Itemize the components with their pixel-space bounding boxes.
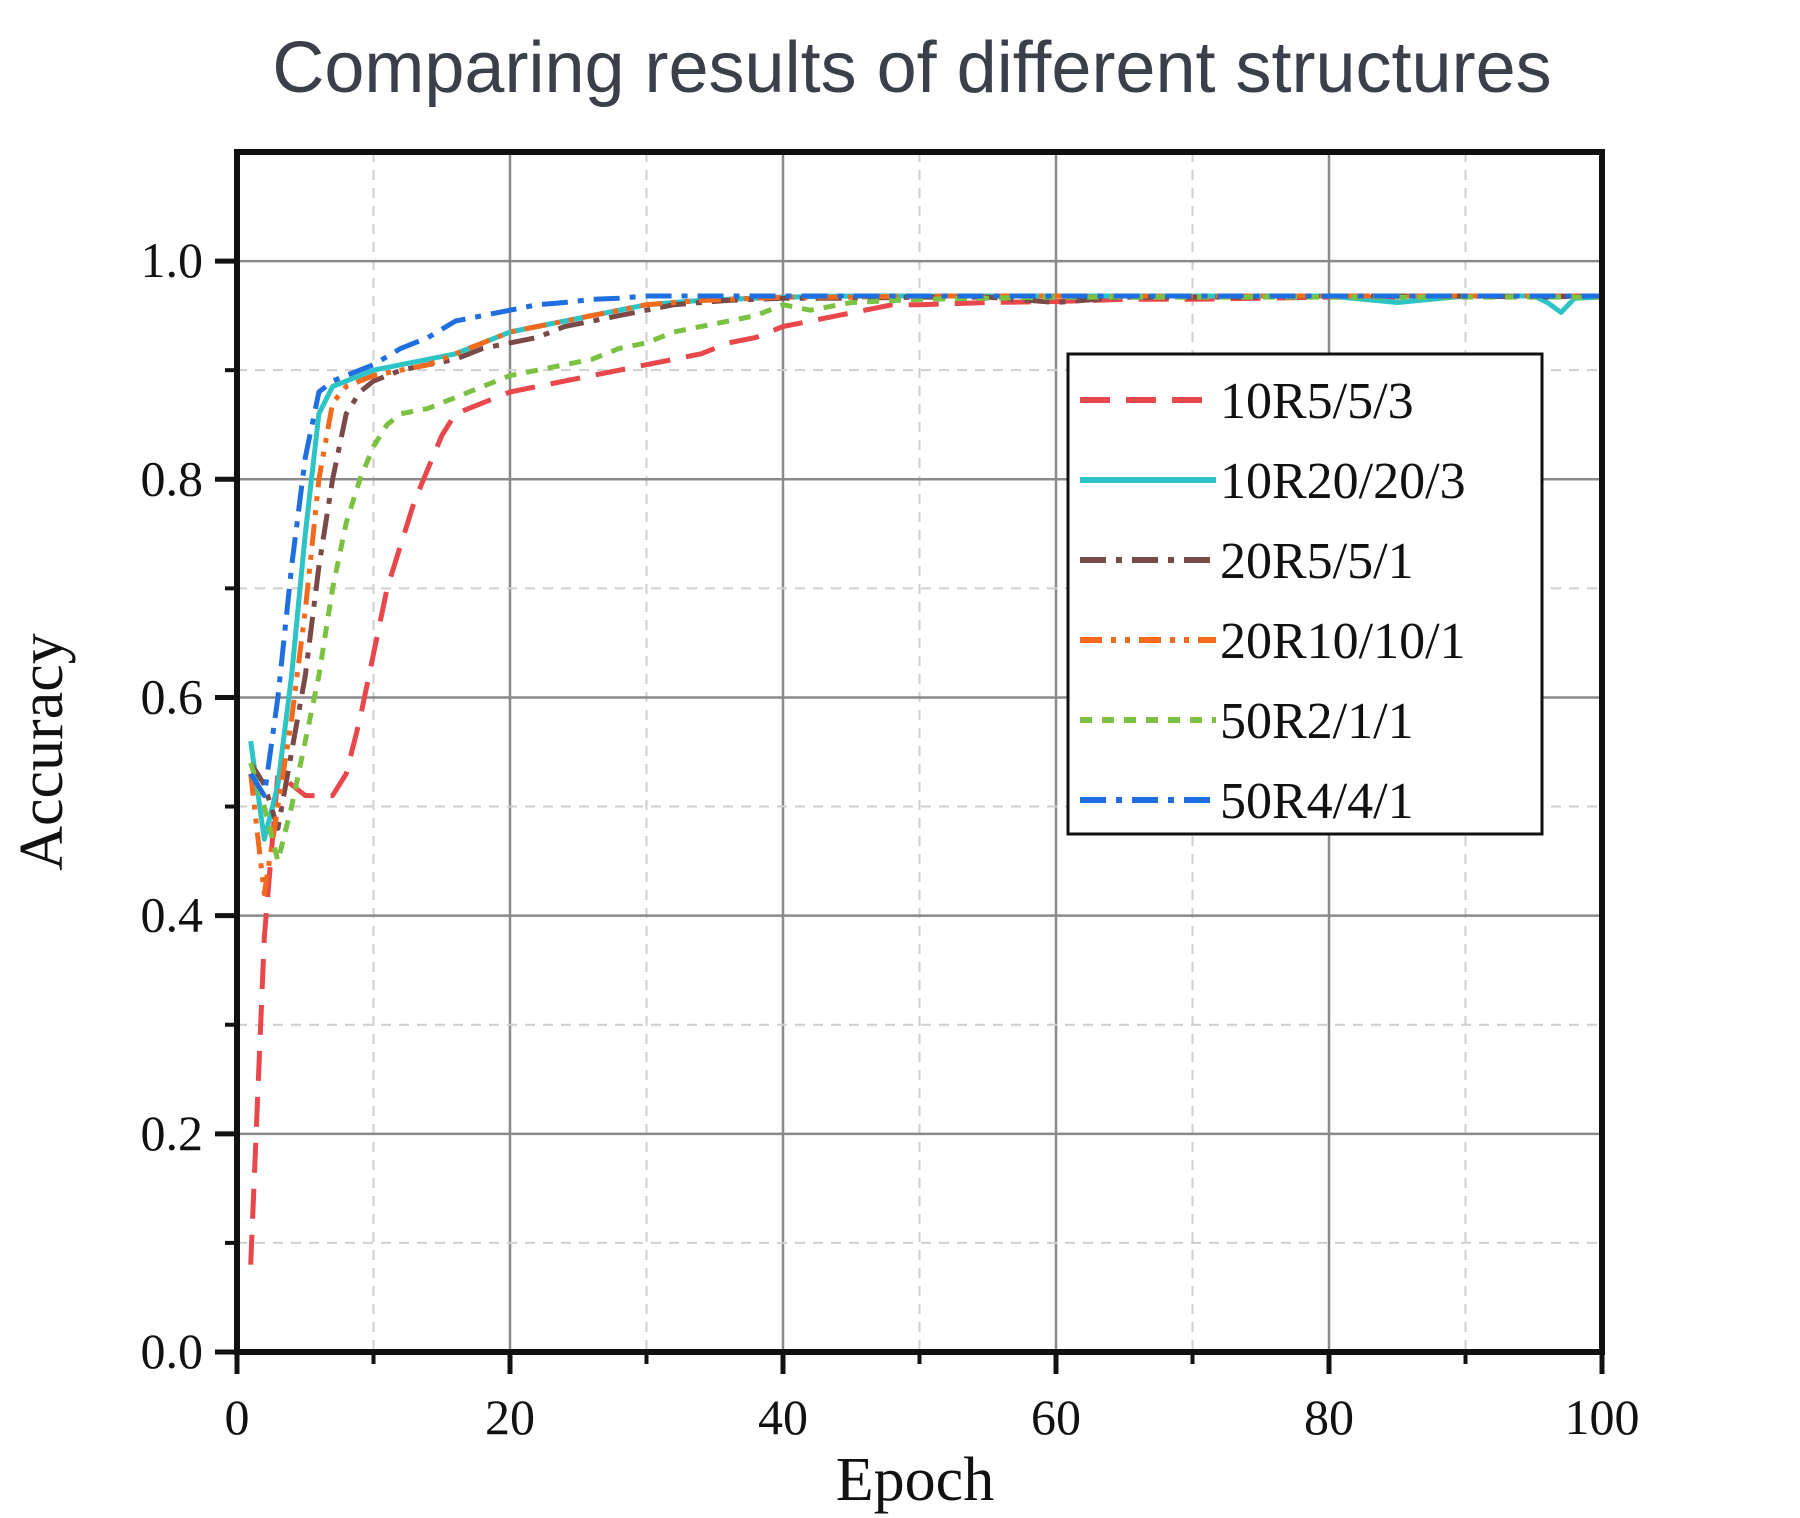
legend-label: 10R20/20/3 bbox=[1220, 453, 1466, 510]
x-tick-label: 40 bbox=[758, 1389, 808, 1445]
x-tick-label: 100 bbox=[1565, 1389, 1640, 1445]
legend-label: 20R10/10/1 bbox=[1220, 613, 1466, 670]
series-line bbox=[248, 293, 1602, 799]
chart-title: Comparing results of different structure… bbox=[272, 28, 1551, 108]
series-line bbox=[248, 294, 1602, 864]
x-tick-label: 60 bbox=[1031, 1389, 1081, 1445]
y-tick-label: 1.0 bbox=[141, 232, 204, 288]
legend-label: 50R4/4/1 bbox=[1220, 773, 1414, 830]
legend-label: 10R5/5/3 bbox=[1220, 373, 1414, 430]
y-axis-label: Accuracy bbox=[8, 633, 76, 871]
x-tick-label: 80 bbox=[1304, 1389, 1354, 1445]
y-tick-label: 0.2 bbox=[141, 1105, 204, 1161]
y-tick-label: 0.8 bbox=[141, 450, 204, 506]
axis-ticks: 0 20 40 60 80 100 0.0 0.2 0.4 0.6 0.8 1.0 bbox=[141, 232, 1640, 1445]
x-tick-label: 20 bbox=[485, 1389, 535, 1445]
y-tick-label: 0.0 bbox=[141, 1323, 204, 1379]
series-line bbox=[248, 293, 1602, 1265]
x-tick-label: 0 bbox=[225, 1389, 250, 1445]
legend-label: 50R2/1/1 bbox=[1220, 693, 1414, 750]
plot-series bbox=[248, 293, 1603, 1265]
legend: 10R5/5/3 10R20/20/3 20R5/5/1 20R10/10/1 50R2… bbox=[1066, 352, 1544, 836]
y-tick-label: 0.6 bbox=[141, 668, 204, 724]
legend-box bbox=[1066, 352, 1544, 836]
legend-label: 20R5/5/1 bbox=[1220, 533, 1414, 590]
x-axis-label: Epoch bbox=[836, 1446, 994, 1514]
y-tick-label: 0.4 bbox=[141, 887, 204, 943]
